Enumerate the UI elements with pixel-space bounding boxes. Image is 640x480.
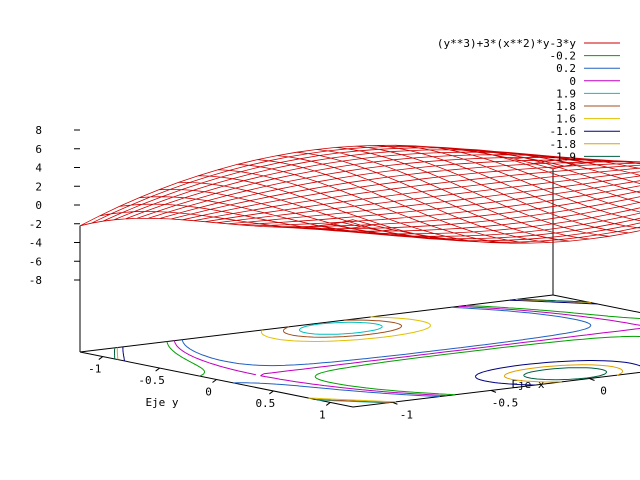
z-tick-label-5: -2	[29, 218, 42, 231]
z-tick-label-2: 4	[35, 162, 42, 175]
legend-label-4: 1.9	[556, 87, 576, 100]
x-tick-0	[392, 401, 398, 405]
y-tick-label-1: -0.5	[138, 374, 165, 387]
y-tick-3	[269, 390, 274, 395]
x-tick-label-1: -0.5	[492, 396, 519, 409]
contour-4	[282, 319, 403, 403]
z-tick-label-4: 0	[35, 199, 42, 212]
legend-label-0: (y**3)+3*(x**2)*y-3*y	[437, 37, 576, 50]
legend-label-3: 0	[569, 75, 576, 88]
z-tick-label-7: -6	[29, 255, 42, 268]
z-tick-label-6: -4	[29, 237, 43, 250]
y-tick-0	[98, 356, 104, 360]
legend-label-6: 1.6	[556, 113, 576, 126]
contour-5	[261, 316, 432, 403]
contour-1	[181, 306, 592, 397]
z-tick-label-3: 2	[35, 180, 42, 193]
legend-label-8: -1.8	[550, 138, 577, 151]
z-tick-label-1: 6	[35, 143, 42, 156]
y-tick-label-2: 0	[205, 386, 212, 399]
base-back-edge	[79, 294, 554, 353]
x-tick-label-2: 0	[600, 385, 607, 398]
legend-label-5: 1.8	[556, 100, 576, 113]
contour-8	[114, 298, 608, 381]
y-tick-label-0: -1	[88, 363, 101, 376]
surface-mesh	[79, 144, 640, 244]
y-tick-4	[325, 402, 331, 406]
contour-6	[122, 299, 640, 386]
legend-label-9: -1.9	[550, 150, 577, 163]
y-tick-2	[212, 379, 217, 383]
y-tick-label-4: 1	[319, 408, 326, 421]
y-tick-1	[155, 367, 160, 372]
x-tick-2	[589, 378, 595, 381]
legend-label-2: 0.2	[556, 62, 576, 75]
y-axis-label: Eje y	[145, 396, 178, 409]
legend-label-1: -0.2	[550, 50, 577, 63]
z-tick-label-0: 8	[35, 124, 42, 137]
y-tick-label-3: 0.5	[255, 397, 275, 410]
contour-0	[166, 305, 640, 396]
contour-2	[173, 305, 640, 397]
x-tick-label-0: -1	[400, 408, 413, 421]
legend-label-7: -1.6	[550, 125, 577, 138]
z-tick-label-8: -8	[29, 274, 42, 287]
x-tick-1	[490, 389, 497, 393]
